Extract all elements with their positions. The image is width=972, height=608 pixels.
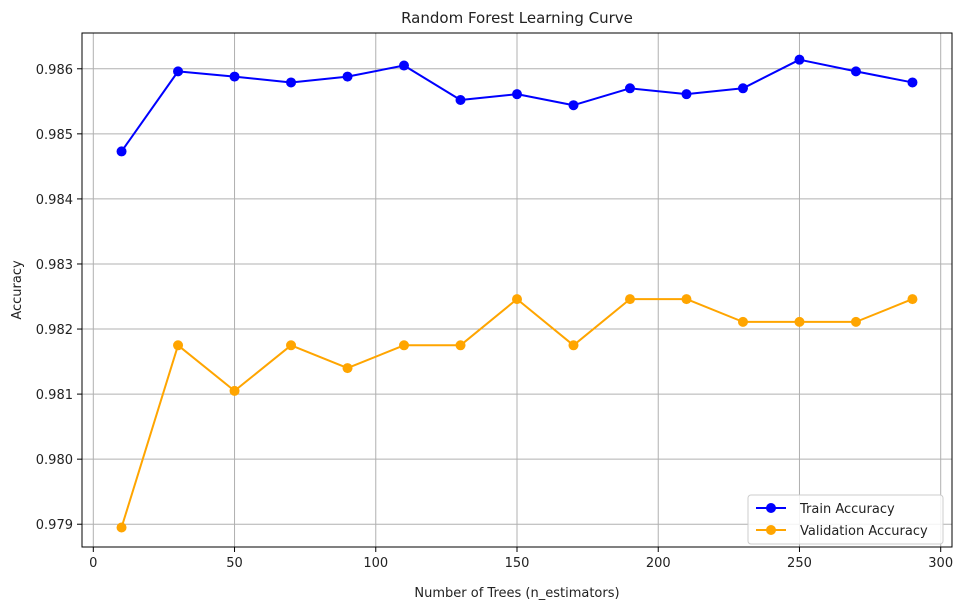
grid (82, 33, 952, 547)
series (116, 54, 918, 533)
validation-accuracy-point (681, 294, 692, 305)
validation-accuracy-point (173, 340, 184, 351)
validation-accuracy-point (342, 363, 353, 374)
train-accuracy-point (907, 77, 918, 88)
x-tick-label: 150 (505, 556, 530, 571)
train-accuracy-point (116, 146, 127, 157)
validation-accuracy-point (455, 340, 466, 351)
x-ticks: 0 50 100 150 200 250 300 (89, 547, 953, 571)
y-tick-label: 0.981 (36, 388, 73, 403)
chart-title: Random Forest Learning Curve (401, 9, 633, 27)
validation-accuracy-point (286, 340, 297, 351)
x-tick-label: 50 (226, 556, 243, 571)
train-accuracy-point (173, 66, 184, 77)
x-tick-label: 0 (89, 556, 97, 571)
validation-accuracy-point (794, 316, 805, 327)
validation-accuracy-point (116, 522, 127, 533)
train-accuracy-point (399, 60, 410, 71)
legend-validation-marker (766, 525, 776, 535)
y-ticks: 0.979 0.980 0.981 0.982 0.983 0.984 0.985 0.986 (36, 63, 82, 533)
train-accuracy-point (342, 71, 353, 82)
validation-accuracy-point (568, 340, 579, 351)
train-accuracy-point (229, 71, 240, 82)
train-accuracy-point (286, 77, 297, 88)
y-tick-label: 0.986 (36, 63, 73, 78)
legend-validation-label: Validation Accuracy (800, 524, 928, 539)
train-accuracy-point (737, 83, 748, 94)
validation-accuracy-point (399, 340, 410, 351)
x-tick-label: 300 (928, 556, 953, 571)
train-accuracy-point (568, 100, 579, 111)
legend-train-label: Train Accuracy (799, 502, 895, 517)
y-tick-label: 0.984 (36, 193, 73, 208)
x-axis-title: Number of Trees (n_estimators) (414, 586, 619, 601)
legend-train-marker (766, 503, 776, 513)
validation-accuracy-point (624, 294, 635, 305)
train-accuracy-point (850, 66, 861, 77)
validation-accuracy-point (229, 385, 240, 396)
y-tick-label: 0.980 (36, 453, 73, 468)
train-accuracy-point (681, 89, 692, 100)
legend: Train Accuracy Validation Accuracy (747, 494, 944, 545)
y-axis-title: Accuracy (10, 260, 25, 320)
y-tick-label: 0.985 (36, 128, 73, 143)
validation-accuracy-point (737, 316, 748, 327)
x-tick-label: 250 (787, 556, 812, 571)
train-accuracy-point (455, 95, 466, 106)
train-accuracy-point (624, 83, 635, 94)
y-tick-label: 0.979 (36, 518, 73, 533)
y-tick-label: 0.982 (36, 323, 73, 338)
validation-accuracy-point (850, 316, 861, 327)
validation-accuracy-point (907, 294, 918, 305)
train-accuracy-point (794, 54, 805, 65)
y-tick-label: 0.983 (36, 258, 73, 273)
x-tick-label: 200 (646, 556, 671, 571)
validation-accuracy-point (512, 294, 522, 305)
x-tick-label: 100 (363, 556, 388, 571)
train-accuracy-point (512, 89, 522, 100)
legend-box (747, 494, 944, 545)
